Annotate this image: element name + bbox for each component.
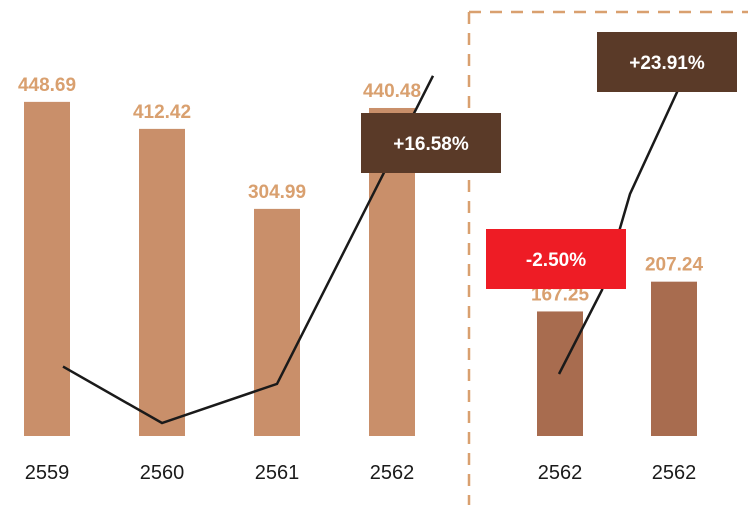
right-value-label: 207.24 bbox=[645, 255, 704, 276]
left-bar-2560 bbox=[139, 128, 185, 436]
right-category-label: 2562 bbox=[538, 462, 583, 484]
change-badge bbox=[361, 113, 501, 173]
left-trend-line bbox=[62, 75, 435, 425]
panel-divider bbox=[467, 10, 748, 505]
left-category-label: 2560 bbox=[140, 462, 185, 484]
left-category-label: 2561 bbox=[255, 462, 300, 484]
left-value-label: 304.99 bbox=[248, 182, 306, 203]
left-value-label: 440.48 bbox=[363, 81, 421, 102]
change-badge bbox=[597, 32, 737, 92]
left-category-label: 2559 bbox=[25, 462, 70, 484]
left-value-label: 448.69 bbox=[18, 75, 76, 96]
change-badge-label: +23.91% bbox=[629, 53, 705, 74]
right-value-label: 167.25 bbox=[531, 284, 590, 305]
change-badge-label: +16.58% bbox=[393, 134, 469, 155]
left-category-label: 2562 bbox=[370, 462, 415, 484]
left-value-label: 412.42 bbox=[133, 102, 191, 123]
change-badge bbox=[486, 229, 626, 289]
right-category-label: 2562 bbox=[652, 462, 697, 484]
left-bar-2561 bbox=[254, 208, 300, 436]
left-bar-2559 bbox=[24, 101, 70, 437]
change-badge-label: -2.50% bbox=[526, 250, 586, 271]
right-bar-2562 bbox=[651, 281, 697, 436]
